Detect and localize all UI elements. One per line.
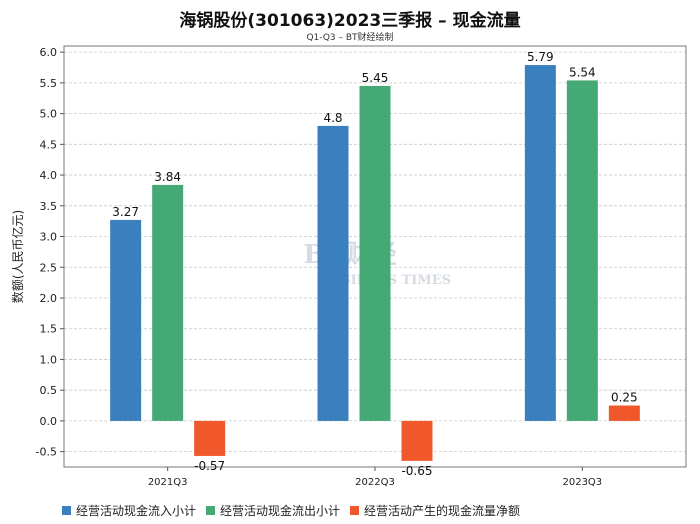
y-tick-label: 3.5 [40,200,58,213]
legend-swatch-inflow [62,506,71,515]
chart-subtitle: Q1-Q3 – BT财经绘制 [306,33,394,43]
chart-title: 海锅股份(301063)2023三季报 – 现金流量 [179,11,521,31]
bar-2021Q3-series-0 [110,219,142,421]
data-label: 4.8 [323,111,342,125]
y-axis-label: 数额(人民币亿元) [10,210,25,303]
bar-2021Q3-series-1 [152,184,184,421]
y-tick-label: 5.5 [40,77,58,90]
y-tick-label: 6.0 [40,46,58,59]
legend-swatch-net [350,506,360,515]
y-tick-label: -0.5 [36,446,57,459]
legend-item-outflow: 经营活动现金流出小计 [206,502,340,519]
y-tick-label: 1.5 [40,323,58,336]
bar-2022Q3-series-0 [317,125,349,421]
x-tick-label: 2021Q3 [148,477,188,488]
y-tick-label: 0.0 [40,415,58,428]
y-tick-label: 4.5 [40,138,58,151]
data-label: 3.84 [154,170,181,184]
data-label: -0.57 [194,459,225,473]
y-tick-label: 1.0 [40,353,58,366]
y-tick-label: 5.0 [40,108,58,121]
y-tick-label: 2.0 [40,292,58,305]
y-tick-label: 4.0 [40,169,58,182]
legend-item-net: 经营活动产生的现金流量净额 [350,502,520,519]
x-tick-label: 2022Q3 [355,477,395,488]
bar-2023Q3-series-1 [566,80,598,421]
legend-swatch-outflow [206,506,216,515]
bar-2021Q3-series-2 [194,420,226,456]
chart-legend: 经营活动现金流入小计 经营活动现金流出小计 经营活动产生的现金流量净额 [62,502,520,519]
y-tick-label: 0.5 [40,384,58,397]
x-tick-label: 2023Q3 [562,477,602,488]
legend-label-outflow: 经营活动现金流出小计 [220,504,341,518]
data-label: 5.45 [362,71,389,85]
data-label: 5.54 [569,65,596,79]
data-label: 3.27 [112,205,139,219]
y-tick-label: 3.0 [40,231,58,244]
legend-label-inflow: 经营活动现金流入小计 [76,504,197,518]
legend-label-net: 经营活动产生的现金流量净额 [364,504,521,518]
bar-2023Q3-series-0 [524,65,556,421]
bar-2022Q3-series-2 [401,420,433,461]
y-tick-label: 2.5 [40,261,58,274]
data-label: 0.25 [611,391,638,405]
data-label: -0.65 [401,464,432,478]
bar-2023Q3-series-2 [608,405,640,421]
legend-item-inflow: 经营活动现金流入小计 [62,502,196,519]
data-label: 5.79 [527,50,554,64]
bar-2022Q3-series-1 [359,85,391,421]
